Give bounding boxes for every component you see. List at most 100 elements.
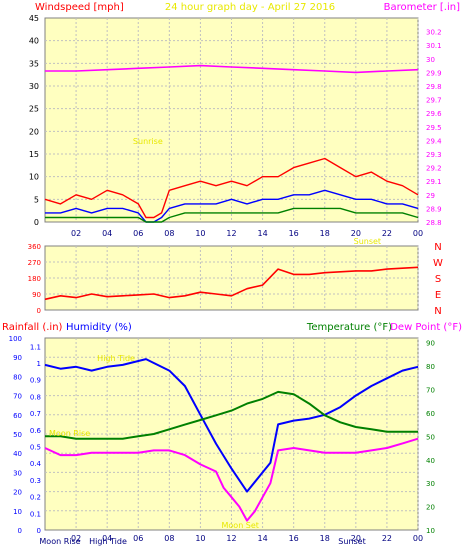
temperature-y-tick-label: 40: [426, 457, 435, 465]
temperature-y-tick-label: 80: [426, 363, 435, 371]
barometer-y-tick-label: 29.7: [426, 97, 442, 105]
temperature-y-tick-label: 90: [426, 340, 435, 348]
bottom-axis-events: Moon Rise High Tide Sunset: [39, 537, 365, 546]
wind-y-tick-label: 35: [29, 59, 39, 68]
dewpoint-axis-label: Dew Point (°F): [390, 322, 462, 333]
wind-x-tick-label: 08: [164, 229, 174, 238]
wind-y-tick-label: 5: [34, 195, 39, 204]
humidity-y-tick-label: 20: [13, 489, 22, 497]
barometer-y-tick-label: 29.5: [426, 124, 442, 132]
barometer-y-tick-label: 29: [426, 192, 435, 200]
compass-label: E: [435, 290, 441, 301]
bottom-event-label: Moon Rise: [39, 537, 80, 546]
rainfall-y-tick-label: 0.9: [30, 377, 41, 385]
humidity-y-tick-label: 90: [13, 354, 22, 362]
direction-y-tick-label: 0: [37, 307, 41, 315]
humidity-y-tick-label: 10: [13, 508, 22, 516]
temperature-axis-label: Temperature (°F): [306, 322, 392, 333]
compass-label: S: [435, 274, 441, 285]
temperature-y-tick-label: 10: [426, 527, 435, 535]
barometer-y-tick-label: 30.2: [426, 29, 442, 37]
chart-title: 24 hour graph day - April 27 2016: [165, 2, 335, 13]
wind-x-tick-label: 16: [289, 229, 299, 238]
barometer-axis-label: Barometer [.in]: [384, 2, 460, 13]
wind-x-tick-label: 04: [102, 229, 112, 238]
humidity-y-tick-label: 100: [9, 335, 22, 343]
climate-x-tick-label: 04: [102, 534, 112, 543]
wind-x-tick-label: 20: [351, 229, 361, 238]
compass-label: N: [434, 306, 441, 317]
event-label: Moon Set: [222, 521, 259, 530]
climate-x-tick-label: 00: [413, 534, 423, 543]
climate-x-tick-label: 14: [257, 534, 267, 543]
direction-series-wind_direction: [44, 266, 419, 301]
climate-x-tick-label: 02: [71, 534, 81, 543]
wind-y-tick-label: 40: [29, 37, 39, 46]
wind-x-tick-label: 12: [226, 229, 236, 238]
direction-y-tick-label: 90: [32, 291, 41, 299]
barometer-y-tick-label: 30.1: [426, 42, 442, 50]
rainfall-y-tick-label: 0: [37, 527, 41, 535]
rainfall-y-tick-label: 0.8: [30, 393, 41, 401]
rainfall-y-tick-label: 1.1: [30, 343, 41, 351]
wind-x-tick-label: 02: [71, 229, 81, 238]
wind-panel: 0 5 10 15 20 25 30 35 40 45 28.8 28.9 29 29.1 29.2 29.3…: [29, 14, 442, 238]
wind-x-tick-label: 06: [133, 229, 143, 238]
windspeed-axis-label: Windspeed [mph]: [35, 2, 124, 13]
wind-x-tick-label: 00: [413, 229, 423, 238]
humidity-y-tick-label: 40: [13, 450, 22, 458]
climate-panel: 010203040506070809010000.10.20.30.40.50.…: [9, 335, 435, 543]
wind-x-tick-label: 22: [382, 229, 392, 238]
bottom-event-label: High Tide: [89, 537, 127, 546]
wind-x-tick-label: 14: [257, 229, 267, 238]
climate-series-humidity: [44, 358, 419, 493]
humidity-y-tick-label: 70: [13, 393, 22, 401]
bottom-event-label: Sunset: [338, 537, 365, 546]
temperature-y-tick-label: 50: [426, 433, 435, 441]
wind-series-gust: [44, 157, 419, 219]
barometer-y-tick-label: 29.4: [426, 137, 442, 145]
wind-y-tick-label: 25: [29, 105, 39, 114]
temperature-y-tick-label: 70: [426, 387, 435, 395]
event-label: Sunrise: [133, 137, 163, 146]
rainfall-y-tick-label: 0.1: [30, 510, 41, 518]
humidity-y-tick-label: 80: [13, 373, 22, 381]
wind-y-tick-label: 15: [29, 150, 39, 159]
rainfall-y-tick-label: 0.6: [30, 427, 42, 435]
climate-x-tick-label: 22: [382, 534, 392, 543]
climate-x-tick-label: 06: [133, 534, 143, 543]
climate-x-tick-label: 08: [164, 534, 174, 543]
barometer-y-tick-label: 29.8: [426, 83, 442, 91]
wind-series-barometer: [45, 64, 419, 74]
wind-x-tick-label: 10: [195, 229, 205, 238]
wind-y-tick-label: 0: [34, 218, 39, 227]
astronomical-events: Moon Rise High Tide Sunrise Moon Set Sunset: [49, 137, 381, 530]
temperature-y-tick-label: 20: [426, 504, 435, 512]
compass-label: W: [433, 258, 443, 269]
rainfall-y-tick-label: 1: [37, 360, 41, 368]
wind-y-tick-label: 20: [29, 127, 39, 136]
wind-series-wind_avg: [45, 207, 419, 223]
humidity-y-tick-label: 0: [18, 527, 22, 535]
barometer-y-tick-label: 29.3: [426, 151, 442, 159]
compass-label: N: [434, 242, 441, 253]
climate-x-tick-label: 16: [289, 534, 299, 543]
direction-y-tick-label: 270: [28, 259, 41, 267]
barometer-y-tick-label: 28.9: [426, 205, 442, 213]
temperature-y-tick-label: 60: [426, 410, 435, 418]
climate-x-tick-label: 10: [195, 534, 205, 543]
rainfall-axis-label: Rainfall (.in): [2, 322, 63, 333]
wind-y-tick-label: 10: [29, 173, 39, 182]
climate-x-tick-label: 20: [351, 534, 361, 543]
climate-x-tick-label: 18: [320, 534, 330, 543]
climate-series-dew_point: [44, 437, 419, 522]
humidity-y-tick-label: 50: [13, 431, 22, 439]
rainfall-y-tick-label: 0.7: [30, 410, 41, 418]
event-label: Sunset: [354, 237, 381, 246]
humidity-y-tick-label: 30: [13, 469, 22, 477]
direction-y-tick-label: 360: [28, 243, 41, 251]
rainfall-y-tick-label: 0.4: [30, 460, 42, 468]
barometer-y-tick-label: 30: [426, 56, 435, 64]
